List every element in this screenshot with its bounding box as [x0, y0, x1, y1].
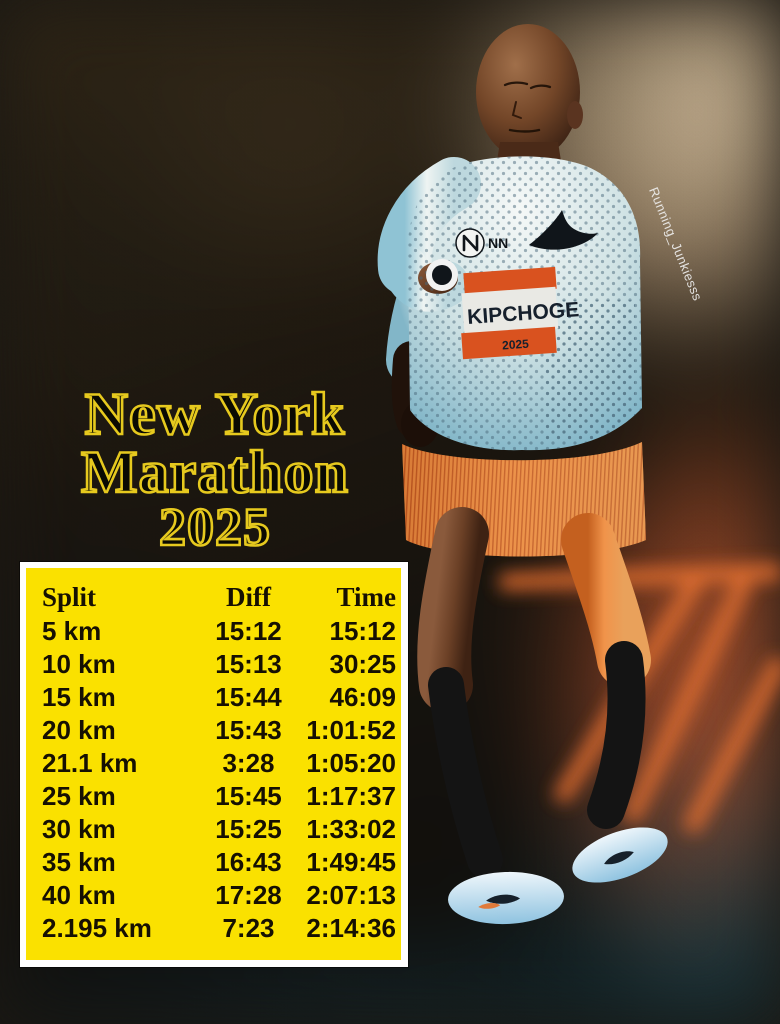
- svg-text:2025: 2025: [502, 337, 530, 353]
